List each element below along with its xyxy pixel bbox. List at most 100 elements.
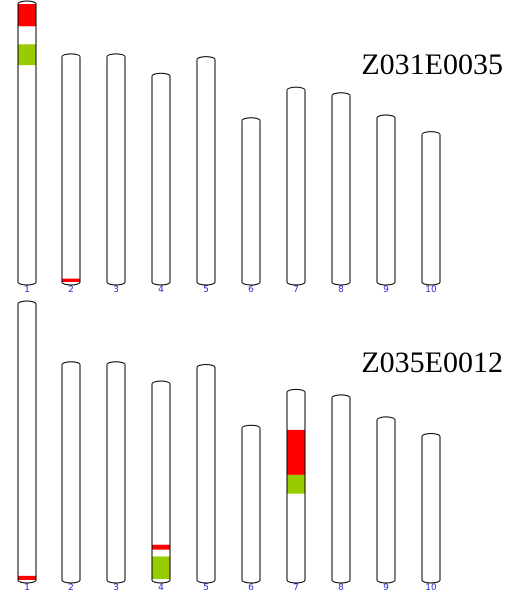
chromosome-bottom-cap [376, 281, 396, 286]
chromosome-bottom-cap [331, 579, 351, 584]
chromosome-top-cap [196, 363, 216, 368]
chromosome-top-cap [331, 92, 351, 96]
chromosome-bottom-cap [17, 579, 37, 584]
chromosome-top-cap [241, 424, 261, 429]
chromosome-3-panel-1: 3 [106, 53, 126, 295]
chromosome-top-cap [376, 114, 396, 119]
chromosome-10-panel-1: 10 [421, 131, 441, 295]
chromosome-bottom-cap [106, 579, 126, 584]
chromosome-number-label: 8 [338, 285, 344, 295]
chromosome-top-cap [61, 53, 81, 57]
chromosome-body [422, 134, 440, 282]
chromosome-4-panel-2: 4 [151, 380, 171, 593]
chromosome-6-panel-2: 6 [241, 424, 261, 593]
chromosome-number-label: 10 [425, 285, 437, 295]
red-segment [152, 544, 170, 550]
chromosome-9-panel-2: 9 [376, 416, 396, 593]
chromosome-bottom-cap [196, 281, 216, 286]
chromosome-number-label: 5 [203, 285, 209, 295]
chromosome-bottom-cap [151, 281, 171, 286]
chromosome-top-cap [17, 0, 37, 5]
chromosome-bottom-cap [421, 579, 441, 584]
chromosome-body [377, 419, 395, 580]
chromosome-10-panel-2: 10 [421, 432, 441, 593]
chromosome-6-panel-1: 6 [241, 117, 261, 295]
chromosome-top-cap [286, 86, 306, 91]
chromosome-number-label: 9 [383, 285, 389, 295]
chromosome-1-panel-2: 1 [17, 300, 37, 593]
chromosome-top-cap [421, 131, 441, 135]
red-segment [18, 575, 36, 580]
chromosome-top-cap [151, 72, 171, 77]
chromosome-top-cap [376, 416, 396, 421]
chromosome-body [152, 76, 170, 282]
chromosome-top-cap [196, 56, 216, 60]
chromosome-body [107, 56, 125, 282]
chromosome-number-label: 6 [248, 583, 254, 593]
chromosome-bottom-cap [61, 579, 81, 584]
chromosome-body [18, 304, 36, 580]
chromosome-body [197, 367, 215, 580]
chromosome-top-cap [421, 432, 441, 437]
chromosome-bottom-cap [376, 579, 396, 584]
chromosome-bottom-cap [61, 281, 81, 286]
chromosome-number-label: 7 [293, 285, 299, 295]
chromosome-9-panel-1: 9 [376, 114, 396, 295]
chromosome-number-label: 9 [383, 583, 389, 593]
chromosome-body [62, 56, 80, 282]
chromosome-body [242, 428, 260, 580]
chromosome-top-cap [286, 388, 306, 393]
red-segment [18, 4, 36, 27]
chromosome-body [242, 120, 260, 282]
chromosome-bottom-cap [151, 579, 171, 584]
chromosome-bottom-cap [421, 281, 441, 286]
chromosome-body [287, 90, 305, 283]
chromosome-8-panel-1: 8 [331, 92, 351, 295]
chromosome-top-cap [106, 53, 126, 57]
chromosome-bottom-cap [331, 281, 351, 286]
chromosome-3-panel-2: 3 [106, 361, 126, 593]
chromosome-number-label: 2 [68, 583, 74, 593]
panel-1-label: Z031E0035 [361, 48, 503, 81]
chromosome-number-label: 4 [158, 583, 164, 593]
chromosome-bottom-cap [241, 579, 261, 584]
chromosome-number-label: 3 [113, 285, 119, 295]
chromosome-5-panel-2: 5 [196, 363, 216, 593]
chromosome-number-label: 4 [158, 285, 164, 295]
chromosome-7-panel-1: 7 [286, 86, 306, 295]
chromosome-bottom-cap [106, 281, 126, 286]
chromosome-body [332, 95, 350, 283]
chromosome-bottom-cap [17, 281, 37, 286]
chromosome-top-cap [151, 380, 171, 385]
chromosome-2-panel-1: 2 [61, 53, 81, 295]
chromosome-bottom-cap [196, 579, 216, 584]
green-segment [18, 44, 36, 66]
chromosome-body [107, 364, 125, 580]
chromosome-body [62, 364, 80, 580]
chromosome-5-panel-1: 5 [196, 56, 216, 295]
chromosome-1-panel-1: 1 [17, 0, 37, 295]
chromosome-number-label: 7 [293, 583, 299, 593]
chromosome-number-label: 3 [113, 583, 119, 593]
green-segment [152, 556, 170, 580]
chromosome-number-label: 10 [425, 583, 437, 593]
chromosome-bottom-cap [241, 281, 261, 286]
chromosome-top-cap [331, 394, 351, 399]
red-segment [62, 278, 80, 282]
chromosome-number-label: 2 [68, 285, 74, 295]
chromosome-body [152, 384, 170, 580]
red-segment [287, 429, 305, 475]
chromosome-2-panel-2: 2 [61, 361, 81, 593]
chromosome-number-label: 6 [248, 285, 254, 295]
chromosome-4-panel-1: 4 [151, 72, 171, 295]
chromosome-body [197, 59, 215, 282]
green-segment [287, 474, 305, 494]
chromosome-8-panel-2: 8 [331, 394, 351, 593]
chromosome-number-label: 1 [24, 285, 30, 295]
chromosome-body [422, 436, 440, 580]
chromosome-bottom-cap [286, 281, 306, 286]
chromosome-top-cap [61, 361, 81, 365]
chromosome-number-label: 5 [203, 583, 209, 593]
chromosome-body [332, 397, 350, 580]
